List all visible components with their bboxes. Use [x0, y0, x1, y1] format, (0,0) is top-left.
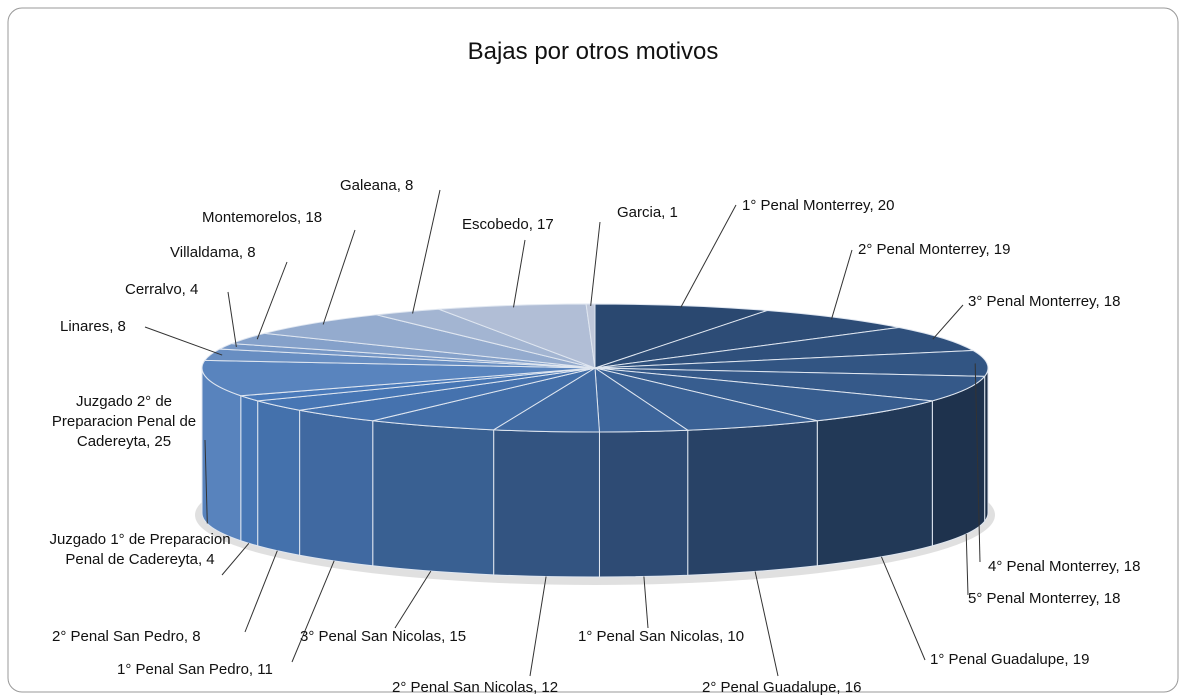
leader-line	[512, 239, 526, 308]
data-label: Cerralvo, 4	[125, 281, 199, 298]
data-label: 4° Penal Monterrey, 18	[988, 558, 1141, 575]
leader-line	[144, 326, 223, 356]
leader-line	[932, 304, 964, 340]
leader-line	[754, 571, 779, 677]
data-label: Montemorelos, 18	[202, 209, 323, 226]
leader-line	[529, 576, 547, 677]
data-label: Galeana, 8	[340, 177, 414, 194]
data-label: Juzgado 2° de Preparacion Penal de Cader…	[51, 393, 197, 450]
pie-slice-side	[816, 400, 933, 567]
pie-slice	[372, 367, 596, 431]
data-label: 2° Penal Guadalupe, 16	[702, 679, 862, 696]
data-label: 2° Penal Monterrey, 19	[858, 241, 1011, 258]
leader-line	[394, 570, 432, 629]
data-label: Juzgado 1° de Preparacion Penal de Cader…	[49, 531, 231, 568]
leader-line	[244, 550, 278, 633]
pie-slice-side	[257, 400, 301, 556]
leader-line	[227, 291, 237, 348]
pie-slice-side	[984, 367, 989, 523]
data-label: 5° Penal Monterrey, 18	[968, 590, 1121, 607]
pie-slice-side	[598, 429, 689, 578]
data-label: Linares, 8	[60, 318, 126, 335]
pie-slice	[594, 367, 818, 431]
pie-slice	[201, 359, 596, 397]
data-label: 2° Penal San Pedro, 8	[52, 628, 201, 645]
leader-line	[974, 363, 981, 563]
data-label: 1° Penal Monterrey, 20	[742, 197, 895, 214]
data-label: Escobedo, 17	[462, 216, 554, 233]
pie-slice-side	[493, 429, 600, 578]
pie-slice-side	[931, 374, 986, 547]
leader-line	[590, 221, 601, 306]
leader-line	[256, 261, 288, 340]
data-label: 3° Penal Monterrey, 18	[968, 293, 1121, 310]
data-label: 1° Penal San Nicolas, 10	[578, 628, 745, 645]
pie-slice	[594, 367, 986, 402]
data-label: 1° Penal Guadalupe, 19	[930, 651, 1090, 668]
leader-line	[322, 229, 356, 325]
data-label: 3° Penal San Nicolas, 15	[300, 628, 467, 645]
leader-line	[412, 189, 441, 314]
leader-line	[643, 576, 649, 629]
pie-slice	[594, 326, 975, 369]
leader-line	[221, 542, 250, 576]
pie-slice	[438, 303, 596, 369]
pie-slice	[594, 367, 933, 422]
pie-slice-side	[299, 409, 374, 567]
leader-line	[204, 439, 208, 524]
pie-slice	[264, 314, 596, 369]
leader-line	[830, 249, 853, 320]
data-label: 2° Penal San Nicolas, 12	[392, 679, 559, 696]
leader-line	[680, 204, 737, 308]
leader-line	[965, 534, 969, 596]
pie-slice-side	[687, 420, 818, 576]
chart-title: Bajas por otros motivos	[467, 38, 719, 65]
data-label: 1° Penal San Pedro, 11	[117, 661, 273, 678]
pie-slice	[594, 309, 900, 369]
pie-slice	[594, 303, 768, 369]
leader-line	[291, 560, 335, 663]
leader-line	[880, 556, 926, 661]
pie-slice-side	[372, 420, 495, 576]
pie-slice-side	[240, 395, 259, 547]
data-label: Villaldama, 8	[170, 244, 256, 261]
data-label: Garcia, 1	[617, 204, 678, 221]
